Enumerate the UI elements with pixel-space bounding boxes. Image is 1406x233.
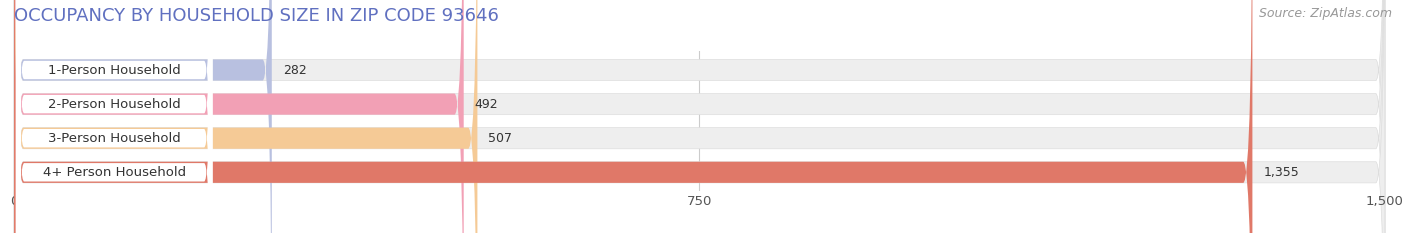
Text: 3-Person Household: 3-Person Household bbox=[48, 132, 180, 145]
FancyBboxPatch shape bbox=[14, 0, 271, 233]
FancyBboxPatch shape bbox=[14, 0, 478, 233]
FancyBboxPatch shape bbox=[14, 0, 1385, 233]
FancyBboxPatch shape bbox=[14, 0, 1385, 233]
FancyBboxPatch shape bbox=[15, 0, 212, 233]
FancyBboxPatch shape bbox=[14, 0, 1385, 233]
Text: 2-Person Household: 2-Person Household bbox=[48, 98, 180, 111]
Text: 1,355: 1,355 bbox=[1264, 166, 1299, 179]
FancyBboxPatch shape bbox=[15, 0, 212, 233]
Text: 492: 492 bbox=[475, 98, 498, 111]
Text: Source: ZipAtlas.com: Source: ZipAtlas.com bbox=[1258, 7, 1392, 20]
Text: 4+ Person Household: 4+ Person Household bbox=[42, 166, 186, 179]
Text: 1-Person Household: 1-Person Household bbox=[48, 64, 180, 76]
Text: OCCUPANCY BY HOUSEHOLD SIZE IN ZIP CODE 93646: OCCUPANCY BY HOUSEHOLD SIZE IN ZIP CODE … bbox=[14, 7, 499, 25]
FancyBboxPatch shape bbox=[14, 0, 464, 233]
Text: 282: 282 bbox=[283, 64, 307, 76]
FancyBboxPatch shape bbox=[14, 0, 1385, 233]
FancyBboxPatch shape bbox=[15, 0, 212, 233]
Text: 507: 507 bbox=[488, 132, 512, 145]
FancyBboxPatch shape bbox=[15, 0, 212, 233]
FancyBboxPatch shape bbox=[14, 0, 1253, 233]
